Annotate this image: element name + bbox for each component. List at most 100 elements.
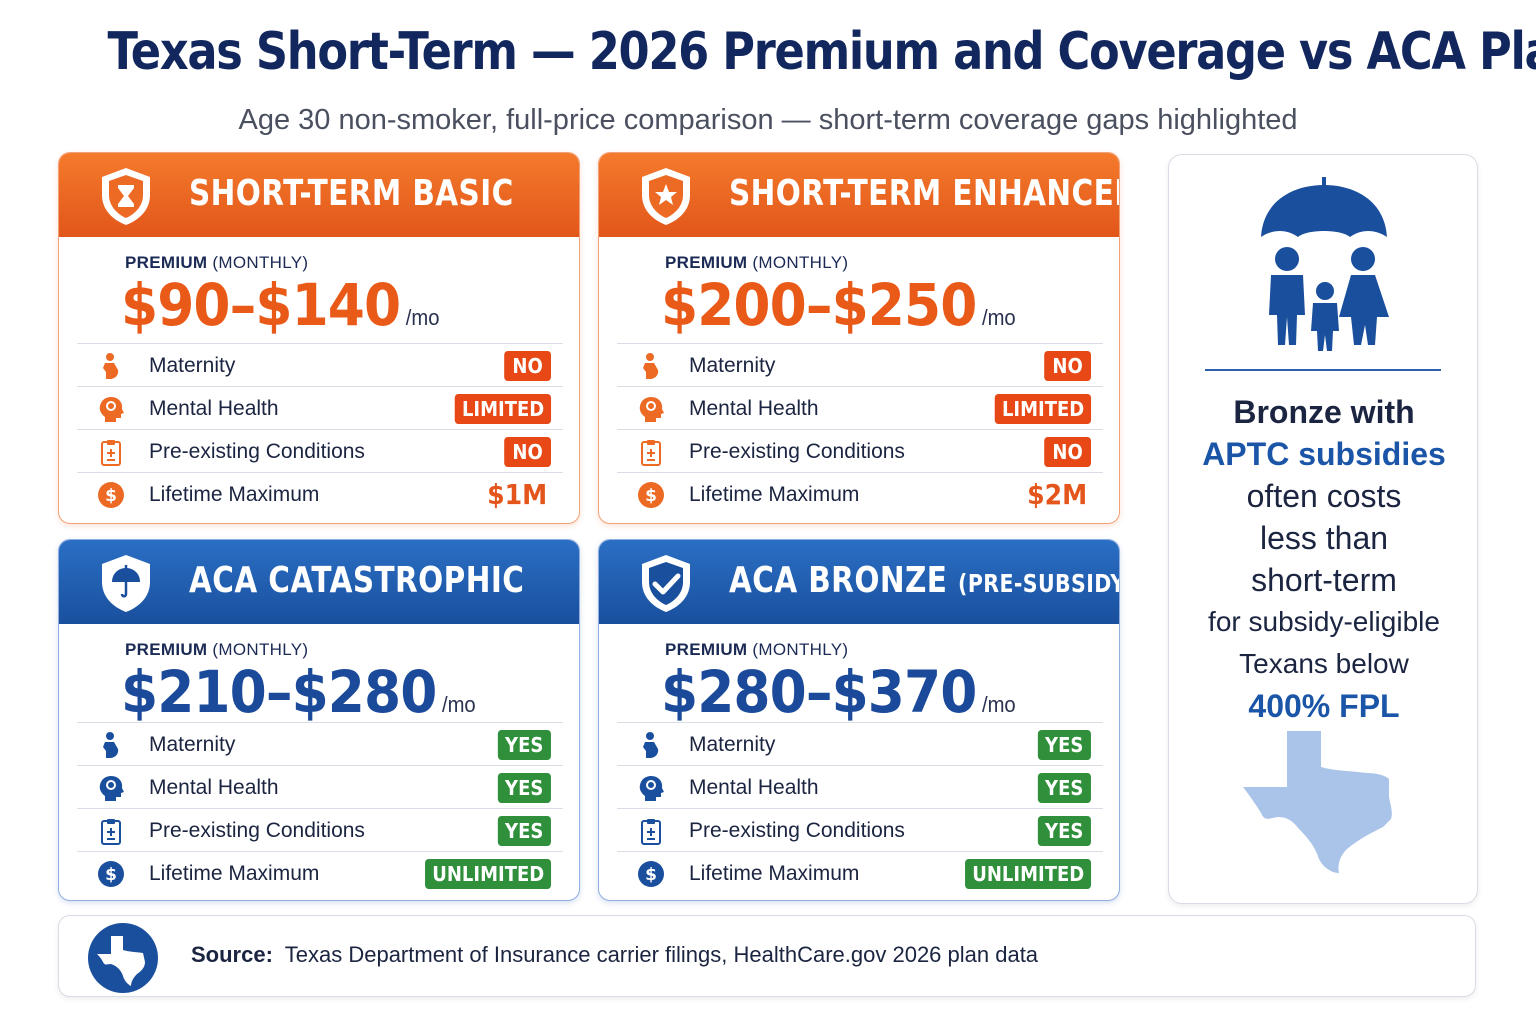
- head-brain-icon: [639, 776, 664, 801]
- premium-value: $210–$280/mo: [121, 658, 476, 726]
- coverage-badge: YES: [1038, 730, 1091, 760]
- row-label: Lifetime Maximum: [149, 862, 320, 885]
- coverage-badge: YES: [498, 730, 551, 760]
- subsidy-callout-text: Bronze with APTC subsidies often costs l…: [1202, 394, 1446, 724]
- head-brain-icon: [639, 397, 664, 422]
- row-label: Pre-existing Conditions: [689, 440, 905, 463]
- coverage-row-mental-health: Mental Health LIMITED: [77, 386, 563, 429]
- plan-card-aca-catastrophic: ACA CATASTROPHIC PREMIUM (MONTHLY) $210–…: [58, 539, 580, 901]
- hourglass-shield-icon: [102, 168, 150, 225]
- head-brain-icon: [99, 397, 124, 422]
- svg-text:$: $: [645, 486, 657, 506]
- checkmark-shield-icon: [642, 555, 690, 612]
- coverage-row-maternity: Maternity YES: [617, 722, 1103, 765]
- premium-label: PREMIUM (MONTHLY): [665, 640, 849, 659]
- plan-card-short-term-basic: SHORT-TERM BASIC PREMIUM (MONTHLY) $90–$…: [58, 152, 580, 524]
- coverage-row-mental-health: Mental Health YES: [617, 765, 1103, 808]
- card-title: SHORT-TERM ENHANCED: [729, 173, 1120, 214]
- source-citation: Source: Texas Department of Insurance ca…: [191, 942, 1039, 967]
- coverage-row-lifetime-max: $ Lifetime Maximum $1M: [77, 472, 563, 515]
- umbrella-family-icon: [1261, 177, 1389, 351]
- dollar-coin-icon: $: [98, 861, 124, 887]
- card-header: ACA BRONZE (PRE-SUBSIDY): [599, 540, 1119, 624]
- card-title: ACA BRONZE (PRE-SUBSIDY): [729, 560, 1120, 601]
- plan-card-short-term-enhanced: SHORT-TERM ENHANCED PREMIUM (MONTHLY) $2…: [598, 152, 1120, 524]
- coverage-row-maternity: Maternity YES: [77, 722, 563, 765]
- plan-card-aca-bronze: ACA BRONZE (PRE-SUBSIDY) PREMIUM (MONTHL…: [598, 539, 1120, 901]
- premium-value: $200–$250/mo: [661, 271, 1016, 339]
- row-label: Maternity: [689, 733, 776, 756]
- premium-value: $90–$140/mo: [121, 271, 440, 339]
- texas-map-icon: [1243, 731, 1392, 873]
- page-subtitle: Age 30 non-smoker, full-price comparison…: [238, 104, 1298, 136]
- dollar-coin-icon: $: [98, 482, 124, 508]
- svg-text:$: $: [105, 486, 117, 506]
- dollar-coin-icon: $: [638, 861, 664, 887]
- coverage-row-lifetime-max: $ Lifetime Maximum UNLIMITED: [77, 851, 563, 894]
- star-shield-icon: [642, 168, 690, 225]
- maternity-icon: [643, 353, 659, 379]
- row-label: Mental Health: [149, 397, 279, 420]
- card-header: SHORT-TERM BASIC: [59, 153, 579, 237]
- card-title: ACA CATASTROPHIC: [189, 560, 525, 601]
- coverage-row-maternity: Maternity NO: [77, 343, 563, 386]
- page-title: Texas Short-Term — 2026 Premium and Cove…: [107, 22, 1536, 82]
- coverage-badge: YES: [1038, 816, 1091, 846]
- coverage-badge: UNLIMITED: [424, 859, 551, 889]
- lifetime-max-value: $1M: [487, 478, 548, 511]
- row-label: Pre-existing Conditions: [149, 819, 365, 842]
- coverage-badge: LIMITED: [454, 394, 551, 424]
- row-label: Lifetime Maximum: [689, 862, 860, 885]
- panel-divider: [1205, 369, 1441, 371]
- source-footer: Source: Texas Department of Insurance ca…: [58, 915, 1476, 997]
- row-label: Maternity: [149, 354, 236, 377]
- row-label: Mental Health: [149, 776, 279, 799]
- coverage-badge: NO: [1044, 351, 1091, 381]
- row-label: Lifetime Maximum: [689, 483, 860, 506]
- dollar-coin-icon: $: [638, 482, 664, 508]
- clipboard-icon: [641, 819, 661, 845]
- head-brain-icon: [99, 776, 124, 801]
- coverage-row-pre-existing: Pre-existing Conditions YES: [77, 808, 563, 851]
- clipboard-icon: [101, 819, 121, 845]
- coverage-row-pre-existing: Pre-existing Conditions NO: [617, 429, 1103, 472]
- coverage-badge: YES: [498, 816, 551, 846]
- row-label: Mental Health: [689, 776, 819, 799]
- coverage-badge: NO: [504, 437, 551, 467]
- card-header: SHORT-TERM ENHANCED: [599, 153, 1119, 237]
- texas-badge-icon: [88, 923, 158, 993]
- card-header: ACA CATASTROPHIC: [59, 540, 579, 624]
- lifetime-max-value: $2M: [1027, 478, 1088, 511]
- coverage-badge: NO: [1044, 437, 1091, 467]
- row-label: Pre-existing Conditions: [149, 440, 365, 463]
- premium-value: $280–$370/mo: [661, 658, 1016, 726]
- row-label: Mental Health: [689, 397, 819, 420]
- coverage-badge: NO: [504, 351, 551, 381]
- maternity-icon: [103, 732, 119, 758]
- maternity-icon: [643, 732, 659, 758]
- premium-label: PREMIUM (MONTHLY): [125, 253, 309, 272]
- svg-text:$: $: [105, 865, 117, 885]
- subsidy-callout-panel: Bronze with APTC subsidies often costs l…: [1168, 154, 1478, 904]
- row-label: Lifetime Maximum: [149, 483, 320, 506]
- coverage-row-lifetime-max: $ Lifetime Maximum $2M: [617, 472, 1103, 515]
- clipboard-icon: [641, 440, 661, 466]
- coverage-row-mental-health: Mental Health LIMITED: [617, 386, 1103, 429]
- svg-text:$: $: [645, 865, 657, 885]
- row-label: Maternity: [149, 733, 236, 756]
- clipboard-icon: [101, 440, 121, 466]
- coverage-badge: UNLIMITED: [964, 859, 1091, 889]
- coverage-row-pre-existing: Pre-existing Conditions NO: [77, 429, 563, 472]
- coverage-row-mental-health: Mental Health YES: [77, 765, 563, 808]
- premium-label: PREMIUM (MONTHLY): [125, 640, 309, 659]
- coverage-row-lifetime-max: $ Lifetime Maximum UNLIMITED: [617, 851, 1103, 894]
- premium-label: PREMIUM (MONTHLY): [665, 253, 849, 272]
- coverage-badge: LIMITED: [994, 394, 1091, 424]
- coverage-row-pre-existing: Pre-existing Conditions YES: [617, 808, 1103, 851]
- row-label: Pre-existing Conditions: [689, 819, 905, 842]
- coverage-badge: YES: [1038, 773, 1091, 803]
- coverage-badge: YES: [498, 773, 551, 803]
- maternity-icon: [103, 353, 119, 379]
- umbrella-shield-icon: [102, 555, 150, 612]
- coverage-row-maternity: Maternity NO: [617, 343, 1103, 386]
